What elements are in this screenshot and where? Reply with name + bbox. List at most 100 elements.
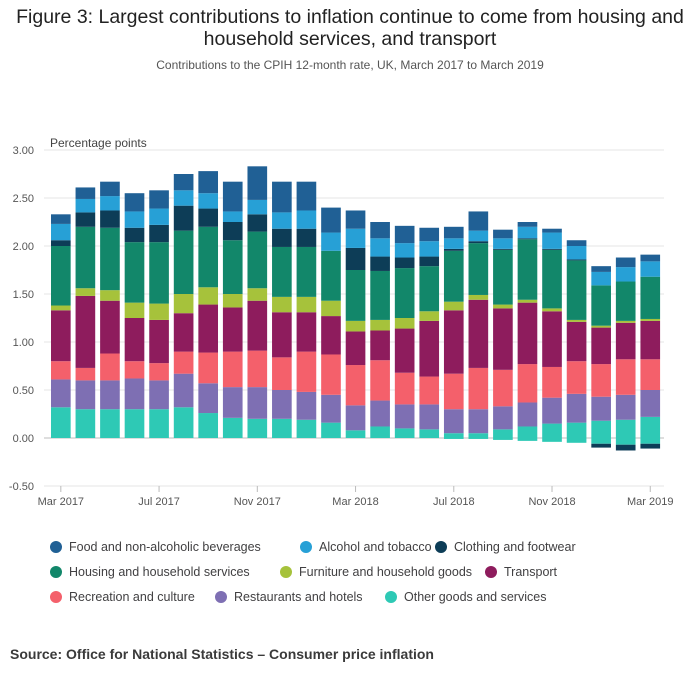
bar-segment xyxy=(222,417,243,438)
bar-segment xyxy=(100,353,120,381)
bar-segment xyxy=(198,171,219,194)
bar-segment xyxy=(75,288,96,296)
bar-segment xyxy=(394,404,415,429)
bar-segment xyxy=(345,405,366,431)
bar-segment xyxy=(542,232,562,249)
bar-segment xyxy=(493,308,513,370)
bar-segment xyxy=(198,193,219,209)
bar-segment xyxy=(124,242,145,303)
bar-segment xyxy=(149,303,169,320)
bar-segment xyxy=(419,404,440,430)
bar-segment xyxy=(321,316,341,355)
bar-segment xyxy=(272,296,292,313)
bar-segment xyxy=(419,320,440,377)
bar-segment xyxy=(345,430,366,438)
bar-segment xyxy=(566,246,587,260)
bar-segment xyxy=(640,390,661,417)
bar-segment xyxy=(149,380,169,410)
bar-segment xyxy=(640,443,661,449)
legend-item: Restaurants and hotels xyxy=(215,590,363,604)
bar-segment xyxy=(517,239,538,300)
bar-segment xyxy=(149,242,169,304)
bar-segment xyxy=(394,428,415,438)
bar-segment xyxy=(296,391,317,420)
bar-segment xyxy=(296,246,317,297)
bar-segment xyxy=(517,226,538,239)
bar-segment xyxy=(321,250,341,301)
bar-segment xyxy=(370,222,390,239)
bar-segment xyxy=(640,359,661,390)
bar-segment xyxy=(222,181,243,212)
bar-segment xyxy=(615,267,636,282)
bar-segment xyxy=(247,214,268,232)
y-tick-label: 0.00 xyxy=(13,433,34,445)
bar-segment xyxy=(149,409,169,438)
bar-segment xyxy=(419,241,440,257)
bar-segment xyxy=(149,190,169,209)
bar-segment xyxy=(394,318,415,329)
bar-segment xyxy=(173,313,194,352)
bar-segment xyxy=(419,376,440,405)
bar-segment xyxy=(517,426,538,438)
bar-segment xyxy=(443,438,464,439)
bar-segment xyxy=(149,363,169,381)
bar-segment xyxy=(640,416,661,438)
legend-label: Transport xyxy=(504,565,558,579)
bar-segment xyxy=(517,402,538,427)
bar-segment xyxy=(566,321,587,362)
chart-title: Figure 3: Largest contributions to infla… xyxy=(16,6,684,50)
bar-segment xyxy=(100,196,120,211)
bar-segment xyxy=(591,271,611,286)
stacked-bar-chart: 3.00 2.50 2.00 1.50 1.00 0.50 0.00 -0.50 Mar 201… xyxy=(9,145,674,508)
bar-segment xyxy=(517,364,538,403)
bar-segment xyxy=(640,320,661,360)
bar-segment xyxy=(443,250,464,302)
bar-segment xyxy=(517,302,538,365)
bar-segment xyxy=(345,270,366,321)
bar-segment xyxy=(566,319,587,322)
bar-segment xyxy=(173,407,194,438)
bar-segment xyxy=(591,325,611,328)
bar-segment xyxy=(591,364,611,397)
bar-segment xyxy=(173,205,194,231)
bar-segment xyxy=(149,319,169,364)
bar-segment xyxy=(222,307,243,352)
bar-segment xyxy=(615,438,636,445)
bar-segment xyxy=(370,400,390,427)
y-axis-label: Percentage points xyxy=(50,136,147,150)
bar-segment xyxy=(468,299,489,368)
bar-segment xyxy=(75,198,96,213)
bar-segment xyxy=(615,394,636,420)
bar-segment xyxy=(100,290,120,301)
bar-segment xyxy=(615,281,636,321)
bar-segment xyxy=(468,243,489,295)
bar-segment xyxy=(468,294,489,300)
bar-segment xyxy=(468,367,489,410)
bar-segment xyxy=(321,232,341,251)
bar-segment xyxy=(198,352,219,384)
bar-segment xyxy=(75,187,96,199)
bar-segment xyxy=(100,181,120,197)
bar-segment xyxy=(51,379,71,408)
bar-segment xyxy=(51,361,71,380)
bar-segment xyxy=(591,285,611,326)
bar-segment xyxy=(370,360,390,401)
bar-segment xyxy=(468,409,489,434)
legend-item: Transport xyxy=(485,565,557,579)
bar-segment xyxy=(542,228,562,233)
chart-subtitle: Contributions to the CPIH 12-month rate,… xyxy=(156,58,544,72)
bar-segment xyxy=(370,330,390,361)
bar-segment xyxy=(173,230,194,294)
bar-segment xyxy=(443,226,464,239)
bar-segment xyxy=(272,312,292,358)
legend-label: Furniture and household goods xyxy=(299,565,473,579)
legend-item: Alcohol and tobacco xyxy=(300,540,432,554)
bar-segment xyxy=(345,331,366,366)
bar-segment xyxy=(149,208,169,225)
bar-segment xyxy=(566,422,587,438)
bar-segment xyxy=(247,418,268,438)
y-tick-label: 3.00 xyxy=(13,145,34,157)
bar-segment xyxy=(542,248,562,250)
bar-segment xyxy=(272,390,292,419)
bar-segment xyxy=(75,380,96,410)
